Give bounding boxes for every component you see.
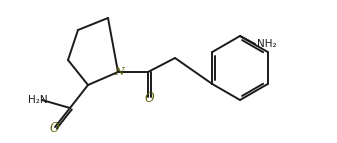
Text: O: O [144, 93, 154, 106]
Text: N: N [114, 67, 124, 77]
Text: O: O [49, 123, 59, 136]
Text: H₂N: H₂N [28, 95, 48, 105]
Text: NH₂: NH₂ [257, 39, 277, 49]
